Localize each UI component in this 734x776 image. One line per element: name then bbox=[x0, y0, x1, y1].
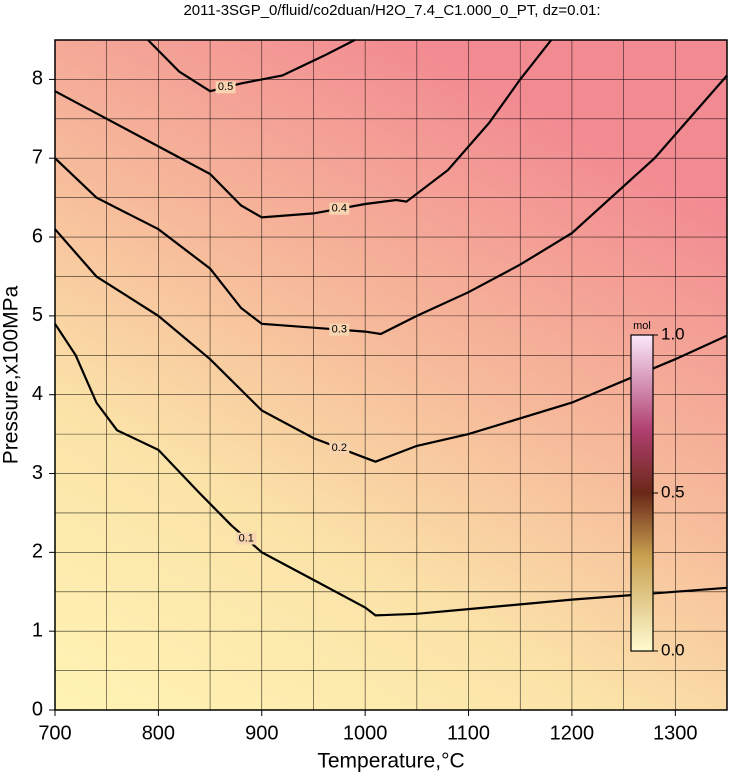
x-axis-label: Temperature,°C bbox=[317, 750, 464, 773]
x-tick-label: 700 bbox=[38, 722, 71, 744]
contour-label: 0.5 bbox=[218, 81, 233, 93]
x-tick-label: 800 bbox=[142, 722, 175, 744]
contour-line bbox=[54, 323, 728, 617]
contour-label-bg bbox=[329, 441, 350, 454]
colorbar-unit: mol bbox=[633, 320, 651, 332]
y-tick-label: 5 bbox=[32, 304, 43, 326]
y-axis-label: Pressure,x100MPa bbox=[0, 285, 23, 464]
y-tick-label: 4 bbox=[32, 383, 43, 405]
contour-label: 0.2 bbox=[332, 442, 347, 454]
contour-label-bg bbox=[236, 532, 257, 545]
x-tick-label: 900 bbox=[245, 722, 278, 744]
y-tick-label: 2 bbox=[32, 541, 43, 563]
y-tick-label: 6 bbox=[32, 225, 43, 247]
contour-label: 0.4 bbox=[332, 203, 347, 215]
plot-background bbox=[55, 40, 727, 710]
y-tick-label: 8 bbox=[32, 68, 43, 90]
y-tick-label: 3 bbox=[32, 462, 43, 484]
contour-label: 0.3 bbox=[332, 324, 347, 336]
contour-label-bg bbox=[329, 323, 350, 336]
contour-label-bg bbox=[215, 81, 236, 94]
contour-label: 0.1 bbox=[239, 532, 254, 544]
contour-line bbox=[54, 228, 728, 463]
x-tick-label: 1300 bbox=[653, 722, 698, 744]
colorbar-tick-label: 0.5 bbox=[661, 482, 685, 501]
x-tick-label: 1100 bbox=[447, 722, 490, 744]
colorbar-tick-label: 1.0 bbox=[661, 324, 685, 343]
colorbar bbox=[630, 334, 654, 652]
x-tick-label: 1000 bbox=[343, 722, 388, 744]
y-tick-label: 0 bbox=[32, 698, 43, 720]
y-tick-label: 1 bbox=[32, 619, 43, 641]
x-tick-label: 1200 bbox=[550, 722, 595, 744]
colorbar-tick-label: 0.0 bbox=[661, 640, 685, 659]
contour-label-bg bbox=[329, 202, 350, 215]
contour-line bbox=[54, 74, 728, 336]
plot-frame bbox=[54, 39, 728, 711]
chart-title: 2011-3SGP_0/fluid/co2duan/H2O_7.4_C1.000… bbox=[183, 2, 600, 19]
contour-line bbox=[147, 39, 356, 93]
y-tick-label: 7 bbox=[32, 147, 43, 169]
